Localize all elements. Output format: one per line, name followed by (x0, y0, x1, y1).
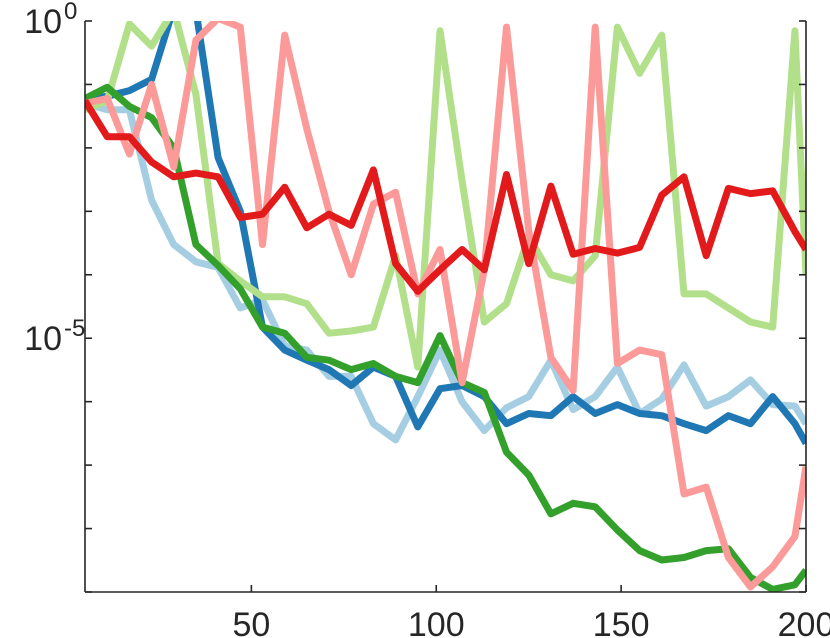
series-line-3 (85, 21, 806, 371)
y-tick-base: 10 (24, 3, 62, 41)
x-tick-label: 150 (593, 606, 650, 638)
series-line-4 (85, 83, 806, 592)
y-tick-exponent: -5 (64, 315, 85, 342)
y-tick-exponent: 0 (64, 0, 77, 25)
x-tick-label: 100 (408, 606, 465, 638)
series-line-6 (85, 99, 806, 295)
series-line-2 (85, 21, 806, 446)
y-tick-label: 10 (24, 320, 62, 358)
x-tick-label: 200 (778, 606, 830, 638)
series-layer (85, 21, 806, 592)
series-line-1 (85, 100, 806, 444)
x-tick-label: 50 (232, 606, 270, 638)
y-tick-label: 10 (24, 3, 62, 41)
y-tick-base: 10 (24, 320, 62, 358)
series-line-5 (85, 21, 806, 591)
